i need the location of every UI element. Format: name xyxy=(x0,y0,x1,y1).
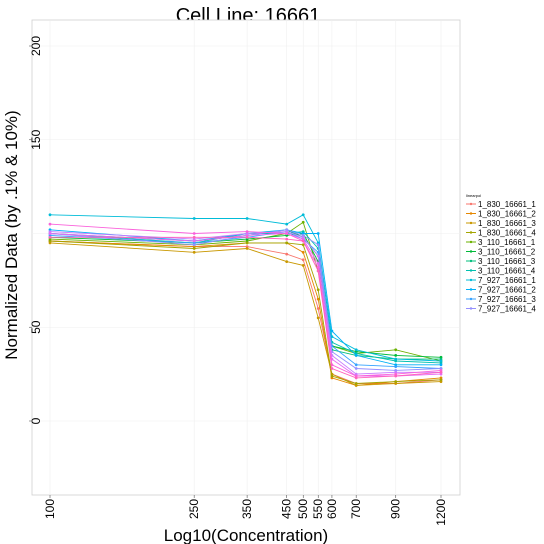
legend-swatch-point xyxy=(470,212,472,214)
data-point xyxy=(285,238,288,241)
legend-label: 7_927_16661_4 xyxy=(478,305,536,314)
data-point xyxy=(394,365,397,368)
legend-swatch-point xyxy=(470,260,472,262)
x-axis-title: Log10(Concentration) xyxy=(164,526,328,544)
legend-swatch-point xyxy=(470,222,472,224)
data-point xyxy=(331,330,334,333)
data-point xyxy=(302,251,305,254)
x-tick-label: 350 xyxy=(240,499,254,519)
data-point xyxy=(355,382,358,385)
legend-label: 1_830_16661_3 xyxy=(478,219,536,228)
legend-swatch-point xyxy=(470,298,472,300)
data-point xyxy=(394,348,397,351)
data-point xyxy=(317,262,320,265)
legend-swatch-point xyxy=(470,279,472,281)
data-point xyxy=(49,236,52,239)
data-point xyxy=(355,354,358,357)
data-point xyxy=(49,223,52,226)
x-tick-label: 450 xyxy=(280,499,294,519)
legend-label: 7_927_16661_3 xyxy=(478,295,536,304)
data-point xyxy=(394,375,397,378)
data-point xyxy=(302,264,305,267)
data-point xyxy=(394,380,397,383)
data-point xyxy=(285,242,288,245)
data-point xyxy=(355,367,358,370)
data-point xyxy=(331,375,334,378)
data-point xyxy=(193,236,196,239)
data-point xyxy=(49,213,52,216)
data-point xyxy=(193,247,196,250)
data-point xyxy=(285,232,288,235)
data-point xyxy=(193,251,196,254)
data-point xyxy=(246,230,249,233)
legend-label: 1_830_16661_4 xyxy=(478,229,536,238)
x-tick-label: 1200 xyxy=(434,499,448,526)
legend-label: 3_110_16661_2 xyxy=(478,248,536,257)
legend-swatch-point xyxy=(470,241,472,243)
legend-title: linearpol xyxy=(466,193,481,198)
data-point xyxy=(285,253,288,256)
data-point xyxy=(302,258,305,261)
data-point xyxy=(440,363,443,366)
data-point xyxy=(246,236,249,239)
data-point xyxy=(440,360,443,363)
legend-label: 1_830_16661_1 xyxy=(478,200,536,209)
legend-swatch-point xyxy=(470,203,472,205)
legend-label: 7_927_16661_2 xyxy=(478,286,536,295)
data-point xyxy=(394,354,397,357)
legend-label: 3_110_16661_3 xyxy=(478,257,536,266)
data-point xyxy=(302,240,305,243)
data-point xyxy=(317,255,320,258)
data-point xyxy=(285,223,288,226)
data-point xyxy=(317,232,320,235)
legend-label: 3_110_16661_1 xyxy=(478,238,536,247)
x-tick-label: 500 xyxy=(296,499,310,519)
data-point xyxy=(49,232,52,235)
data-point xyxy=(246,247,249,250)
data-point xyxy=(193,232,196,235)
x-tick-label: 100 xyxy=(43,499,57,519)
x-tick-label: 900 xyxy=(389,499,403,519)
data-point xyxy=(302,213,305,216)
x-tick-label: 600 xyxy=(325,499,339,519)
data-point xyxy=(440,378,443,381)
data-point xyxy=(317,243,320,246)
data-point xyxy=(302,221,305,224)
data-point xyxy=(317,288,320,291)
data-point xyxy=(193,217,196,220)
legend-swatch-point xyxy=(470,231,472,233)
x-tick-label: 700 xyxy=(349,499,363,519)
data-point xyxy=(394,358,397,361)
x-tick-label: 250 xyxy=(187,499,201,519)
data-point xyxy=(355,377,358,380)
data-point xyxy=(285,260,288,263)
legend-label: 3_110_16661_4 xyxy=(478,267,536,276)
legend-label: 1_830_16661_2 xyxy=(478,210,536,219)
data-point xyxy=(440,371,443,374)
data-point xyxy=(331,367,334,370)
y-axis-title: Normalized Data (by .1% & 10%) xyxy=(2,110,21,359)
legend-swatch-point xyxy=(470,269,472,271)
legend-label: 7_927_16661_1 xyxy=(478,276,536,285)
data-point xyxy=(193,240,196,243)
legend-swatch-point xyxy=(470,307,472,309)
data-point xyxy=(355,363,358,366)
data-point xyxy=(317,317,320,320)
data-point xyxy=(317,270,320,273)
data-point xyxy=(246,217,249,220)
legend-swatch-point xyxy=(470,250,472,252)
legend-swatch-point xyxy=(470,288,472,290)
data-point xyxy=(355,348,358,351)
data-point xyxy=(317,307,320,310)
data-point xyxy=(193,243,196,246)
x-tick-label: 550 xyxy=(311,499,325,519)
